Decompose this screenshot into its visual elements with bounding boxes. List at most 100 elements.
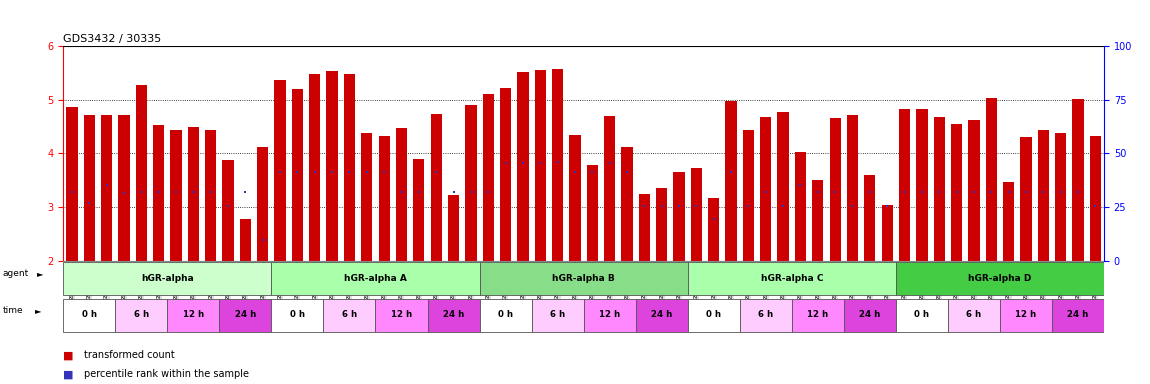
FancyBboxPatch shape <box>896 299 948 332</box>
Text: transformed count: transformed count <box>84 350 175 360</box>
Text: 6 h: 6 h <box>342 310 356 319</box>
Text: hGR-alpha: hGR-alpha <box>141 274 193 283</box>
FancyBboxPatch shape <box>688 299 739 332</box>
Bar <box>205 130 216 261</box>
FancyBboxPatch shape <box>480 262 688 295</box>
Bar <box>777 112 789 261</box>
Bar <box>899 109 910 261</box>
Bar <box>1072 99 1083 261</box>
Bar <box>118 115 130 261</box>
Text: agent: agent <box>2 269 29 278</box>
Text: hGR-alpha B: hGR-alpha B <box>552 274 615 283</box>
Bar <box>413 159 424 261</box>
Bar <box>344 74 355 261</box>
Bar <box>292 89 304 261</box>
Bar <box>67 107 77 261</box>
Text: 6 h: 6 h <box>966 310 981 319</box>
Bar <box>1003 182 1014 261</box>
Text: 12 h: 12 h <box>183 310 204 319</box>
Bar <box>934 118 945 261</box>
Text: 24 h: 24 h <box>1067 310 1089 319</box>
Bar <box>968 119 980 261</box>
Text: hGR-alpha A: hGR-alpha A <box>344 274 407 283</box>
FancyBboxPatch shape <box>168 299 220 332</box>
Text: 0 h: 0 h <box>706 310 721 319</box>
Text: 0 h: 0 h <box>914 310 929 319</box>
Bar <box>1055 134 1066 261</box>
FancyBboxPatch shape <box>271 299 323 332</box>
FancyBboxPatch shape <box>999 299 1052 332</box>
Text: 12 h: 12 h <box>807 310 828 319</box>
Bar <box>275 80 285 261</box>
Bar <box>1037 130 1049 261</box>
Text: ■: ■ <box>63 369 74 379</box>
FancyBboxPatch shape <box>791 299 844 332</box>
Text: 24 h: 24 h <box>859 310 881 319</box>
Bar <box>917 109 928 261</box>
Text: percentile rank within the sample: percentile rank within the sample <box>84 369 248 379</box>
Text: 24 h: 24 h <box>235 310 256 319</box>
Bar <box>483 94 493 261</box>
Bar <box>586 165 598 261</box>
Bar <box>187 126 199 261</box>
Text: 24 h: 24 h <box>443 310 465 319</box>
Bar <box>674 172 684 261</box>
FancyBboxPatch shape <box>480 299 531 332</box>
Bar <box>258 147 268 261</box>
Text: 6 h: 6 h <box>758 310 773 319</box>
FancyBboxPatch shape <box>428 299 480 332</box>
Bar <box>222 160 233 261</box>
FancyBboxPatch shape <box>115 299 168 332</box>
Text: ■: ■ <box>63 350 74 360</box>
Bar <box>638 194 650 261</box>
Bar <box>552 69 564 261</box>
Text: GDS3432 / 30335: GDS3432 / 30335 <box>63 34 161 44</box>
Bar <box>361 134 373 261</box>
Text: 24 h: 24 h <box>651 310 673 319</box>
FancyBboxPatch shape <box>63 262 271 295</box>
Bar <box>829 118 841 261</box>
FancyBboxPatch shape <box>948 299 999 332</box>
FancyBboxPatch shape <box>739 299 791 332</box>
FancyBboxPatch shape <box>63 299 115 332</box>
FancyBboxPatch shape <box>271 262 480 295</box>
Text: hGR-alpha C: hGR-alpha C <box>760 274 823 283</box>
Text: hGR-alpha D: hGR-alpha D <box>968 274 1032 283</box>
FancyBboxPatch shape <box>220 299 271 332</box>
Text: ►: ► <box>37 269 44 278</box>
Bar <box>569 135 581 261</box>
Text: 0 h: 0 h <box>82 310 97 319</box>
FancyBboxPatch shape <box>1052 299 1104 332</box>
Bar <box>726 101 737 261</box>
Bar <box>136 85 147 261</box>
Bar <box>327 71 338 261</box>
Text: 12 h: 12 h <box>599 310 620 319</box>
Bar <box>760 118 772 261</box>
Bar <box>466 105 476 261</box>
Text: 6 h: 6 h <box>133 310 148 319</box>
FancyBboxPatch shape <box>896 262 1104 295</box>
Bar <box>84 115 95 261</box>
Bar <box>101 115 113 261</box>
Bar <box>621 147 632 261</box>
Bar <box>396 128 407 261</box>
Bar <box>882 205 892 261</box>
Bar <box>604 116 615 261</box>
Bar <box>743 130 754 261</box>
FancyBboxPatch shape <box>531 299 584 332</box>
Text: time: time <box>2 306 23 314</box>
Bar <box>846 115 858 261</box>
Bar <box>656 188 667 261</box>
Bar <box>535 70 546 261</box>
Bar <box>708 198 720 261</box>
FancyBboxPatch shape <box>584 299 636 332</box>
Bar <box>864 175 875 261</box>
Text: 12 h: 12 h <box>1015 310 1036 319</box>
Bar <box>986 98 997 261</box>
Bar <box>691 168 702 261</box>
FancyBboxPatch shape <box>636 299 688 332</box>
Text: ►: ► <box>34 306 41 314</box>
Bar <box>1090 136 1101 261</box>
Bar <box>153 125 164 261</box>
FancyBboxPatch shape <box>688 262 896 295</box>
